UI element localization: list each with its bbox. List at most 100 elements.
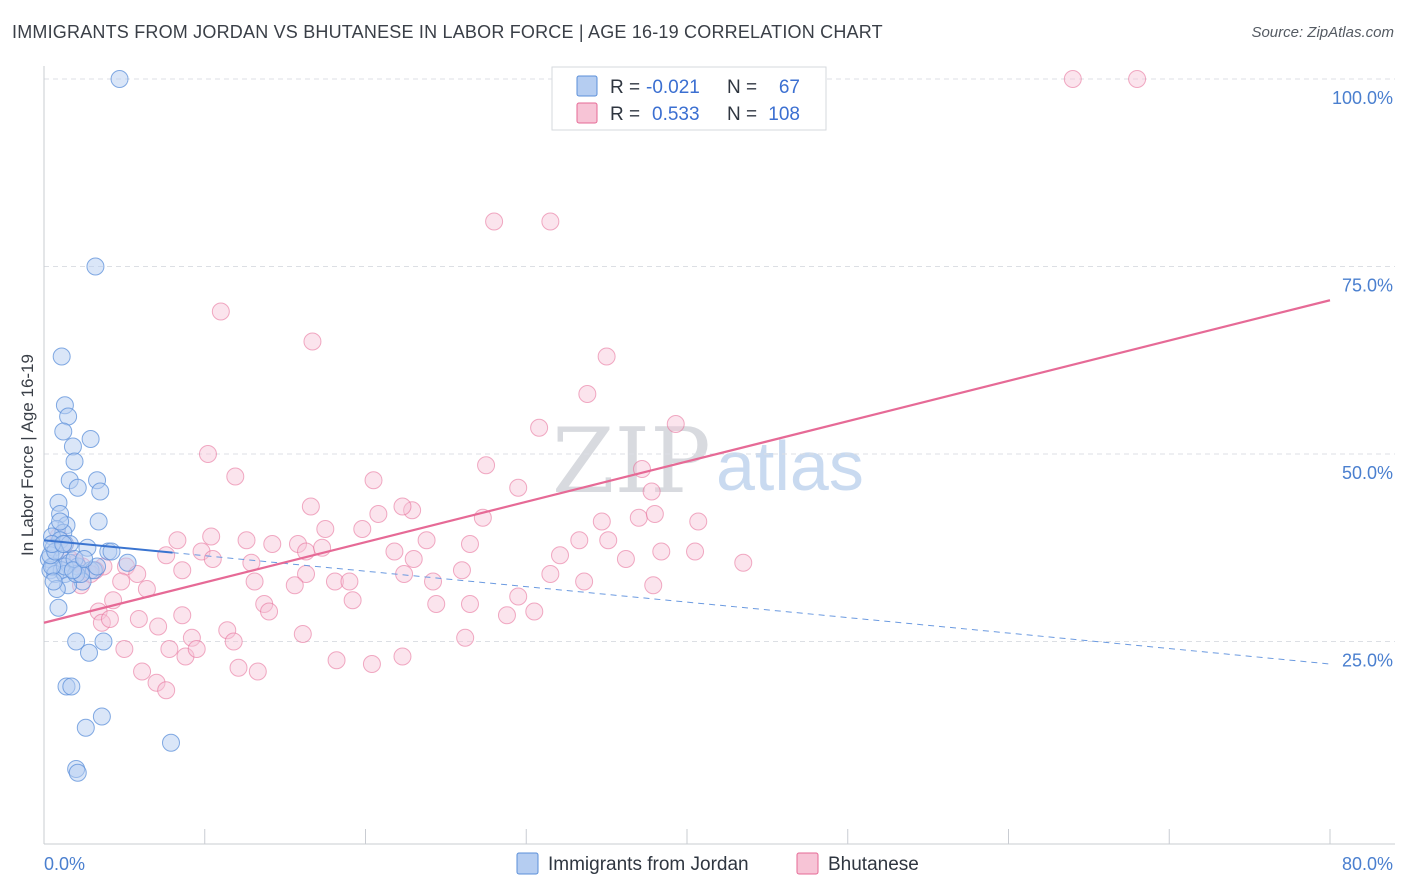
- point-bhutanese: [1063, 70, 1082, 88]
- point-bhutanese: [129, 610, 148, 628]
- point-jordan: [92, 707, 111, 726]
- point-bhutanese: [477, 456, 496, 475]
- trend-line-jordan-dashed: [172, 552, 1331, 665]
- point-bhutanese: [340, 572, 359, 591]
- point-jordan: [75, 550, 94, 568]
- point-jordan: [161, 733, 180, 752]
- point-jordan: [76, 718, 95, 737]
- watermark: ZIP atlas: [552, 409, 864, 514]
- legend-r-label-1: R =: [610, 77, 640, 98]
- point-jordan: [59, 407, 78, 426]
- point-bhutanese: [1128, 70, 1147, 88]
- point-bhutanese: [551, 546, 570, 565]
- point-bhutanese: [456, 628, 475, 647]
- point-bhutanese: [327, 651, 346, 670]
- point-bhutanese: [229, 658, 248, 677]
- x-tick-label-max: 80.0%: [1342, 854, 1393, 874]
- y-tick-label: 25.0%: [1342, 651, 1393, 671]
- point-bhutanese: [293, 625, 312, 643]
- point-bhutanese: [427, 595, 446, 613]
- point-jordan: [118, 553, 137, 572]
- point-bhutanese: [417, 531, 436, 550]
- legend-r-value-2: 0.533: [652, 104, 700, 125]
- point-bhutanese: [112, 572, 131, 591]
- point-bhutanese: [642, 482, 661, 501]
- y-tick-label: 75.0%: [1342, 276, 1393, 296]
- point-jordan: [63, 561, 82, 580]
- point-bhutanese: [686, 542, 705, 561]
- point-bhutanese: [218, 621, 237, 640]
- point-jordan: [54, 422, 73, 441]
- point-bhutanese: [260, 602, 279, 621]
- point-bhutanese: [160, 640, 179, 658]
- point-bhutanese: [133, 662, 152, 681]
- y-tick-label: 100.0%: [1332, 88, 1393, 108]
- point-jordan: [51, 512, 70, 531]
- point-jordan: [68, 478, 87, 497]
- legend-box: [551, 66, 827, 131]
- x-tick-label-min: 0.0%: [44, 854, 85, 874]
- point-bhutanese: [530, 418, 549, 437]
- point-bhutanese: [325, 572, 344, 591]
- bottom-legend-swatch-bhutanese: [796, 852, 819, 875]
- bottom-legend-swatch-jordan: [516, 852, 539, 875]
- point-bhutanese: [485, 212, 504, 231]
- point-bhutanese: [100, 610, 119, 628]
- point-bhutanese: [211, 302, 230, 321]
- point-jordan: [62, 677, 81, 696]
- point-bhutanese: [369, 505, 388, 523]
- tick-labels: 25.0% 50.0% 75.0% 100.0% 0.0% 80.0%: [44, 88, 1393, 874]
- correlation-legend: R = -0.021 N = 67 R = 0.533 N = 108: [551, 66, 827, 131]
- legend-swatch-bhutanese: [576, 102, 598, 124]
- point-bhutanese: [452, 561, 471, 580]
- point-bhutanese: [203, 550, 222, 568]
- point-bhutanese: [149, 617, 168, 636]
- chart-title: IMMIGRANTS FROM JORDAN VS BHUTANESE IN L…: [12, 22, 883, 42]
- point-bhutanese: [343, 591, 362, 610]
- point-bhutanese: [645, 505, 664, 523]
- point-bhutanese: [541, 212, 560, 231]
- point-bhutanese: [599, 531, 618, 550]
- legend-swatch-jordan: [576, 75, 598, 97]
- point-bhutanese: [248, 662, 267, 681]
- legend-r-value-1: -0.021: [646, 77, 700, 98]
- point-jordan: [94, 632, 113, 651]
- point-bhutanese: [652, 542, 671, 561]
- point-bhutanese: [157, 681, 176, 700]
- point-bhutanese: [147, 673, 166, 692]
- point-bhutanese: [263, 535, 282, 553]
- point-bhutanese: [202, 527, 221, 546]
- point-bhutanese: [303, 332, 322, 351]
- point-bhutanese: [226, 467, 245, 486]
- point-bhutanese: [393, 647, 412, 666]
- point-bhutanese: [509, 478, 528, 497]
- point-bhutanese: [592, 512, 611, 531]
- legend-n-value-2: 108: [768, 104, 800, 125]
- series-bhutanese-points: [49, 70, 1147, 700]
- point-bhutanese: [460, 595, 479, 613]
- point-bhutanese: [198, 445, 217, 463]
- y-axis-label: In Labor Force | Age 16-19: [18, 354, 37, 556]
- series-legend: Immigrants from Jordan Bhutanese: [516, 852, 919, 875]
- point-bhutanese: [460, 535, 479, 553]
- trend-line-bhutanese: [43, 299, 1331, 624]
- point-bhutanese: [644, 576, 663, 595]
- legend-n-label-1: N =: [727, 77, 757, 98]
- series-jordan-points: [39, 70, 180, 782]
- point-bhutanese: [168, 531, 187, 550]
- point-bhutanese: [187, 640, 206, 658]
- point-bhutanese: [509, 587, 528, 606]
- point-bhutanese: [424, 572, 443, 591]
- point-jordan: [65, 452, 84, 471]
- point-bhutanese: [364, 471, 383, 490]
- point-bhutanese: [403, 501, 422, 520]
- legend-n-label-2: N =: [727, 104, 757, 125]
- y-tick-label: 50.0%: [1342, 463, 1393, 483]
- trend-lines: [43, 299, 1331, 665]
- point-bhutanese: [245, 572, 264, 591]
- point-bhutanese: [575, 572, 594, 591]
- point-jordan: [67, 632, 86, 651]
- watermark-atlas: atlas: [716, 427, 864, 505]
- point-bhutanese: [597, 347, 616, 366]
